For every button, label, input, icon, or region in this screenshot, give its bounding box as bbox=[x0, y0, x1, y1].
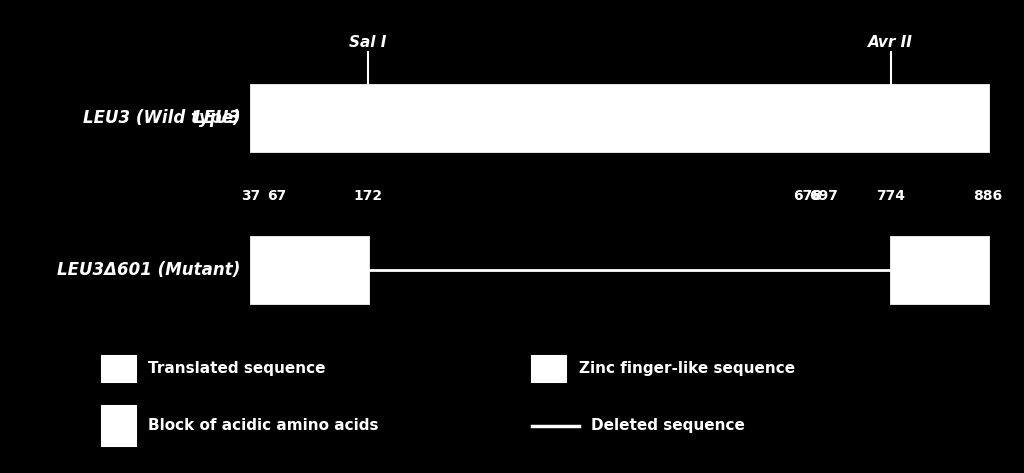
Bar bbox=[102, 405, 136, 446]
Text: LEU3 (Wild type): LEU3 (Wild type) bbox=[83, 109, 241, 127]
Text: 172: 172 bbox=[353, 189, 383, 203]
Text: 774: 774 bbox=[877, 189, 905, 203]
Bar bbox=[891, 236, 988, 303]
Text: 886: 886 bbox=[974, 189, 1002, 203]
Text: 697: 697 bbox=[810, 189, 839, 203]
Text: 678: 678 bbox=[793, 189, 822, 203]
Text: Block of acidic amino acids: Block of acidic amino acids bbox=[148, 418, 379, 433]
Bar bbox=[251, 85, 988, 151]
Text: Translated sequence: Translated sequence bbox=[148, 361, 326, 377]
Text: Avr II: Avr II bbox=[868, 35, 913, 50]
Bar bbox=[251, 236, 368, 303]
Text: Sal I: Sal I bbox=[349, 35, 387, 50]
Text: Deleted sequence: Deleted sequence bbox=[591, 418, 744, 433]
Bar bbox=[102, 356, 136, 382]
Text: LEU3: LEU3 bbox=[194, 109, 241, 127]
Text: Zinc finger-like sequence: Zinc finger-like sequence bbox=[579, 361, 795, 377]
Text: 37: 37 bbox=[242, 189, 260, 203]
Bar bbox=[532, 356, 566, 382]
Text: 67: 67 bbox=[267, 189, 287, 203]
Text: LEU3Δ601 (Mutant): LEU3Δ601 (Mutant) bbox=[57, 261, 241, 279]
